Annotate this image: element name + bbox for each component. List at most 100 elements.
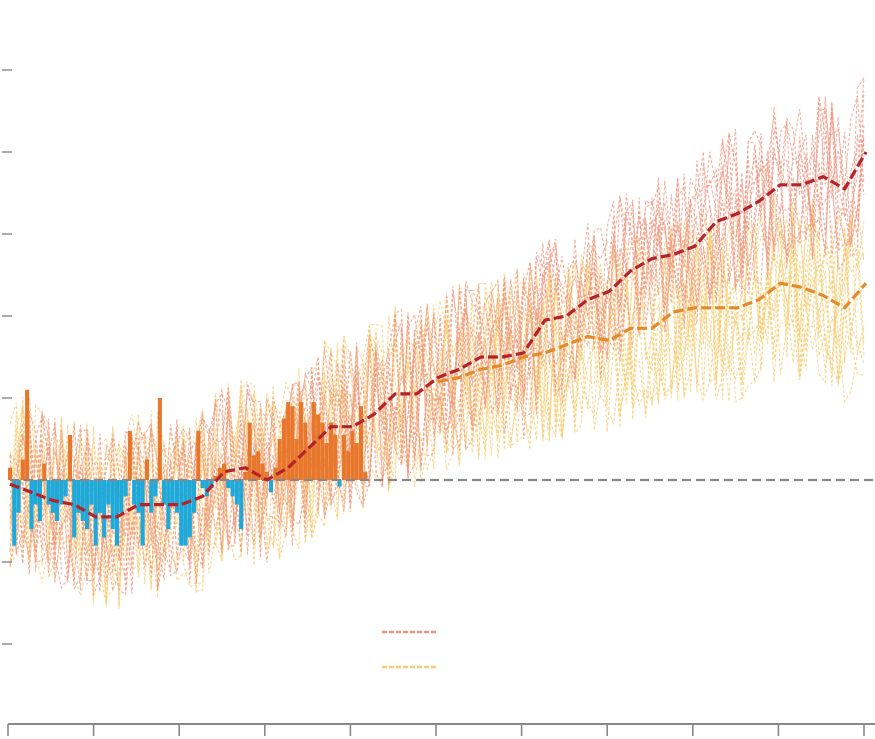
bar-1966 <box>290 406 295 480</box>
y-axis <box>2 69 12 645</box>
bar-1917 <box>80 480 85 521</box>
bar-1928 <box>127 430 132 480</box>
bar-1949 <box>217 467 222 480</box>
low-run-11 <box>9 212 865 600</box>
bar-1927 <box>123 480 128 497</box>
bar-1907 <box>37 480 42 521</box>
low-run-4 <box>9 219 865 606</box>
bar-1905 <box>29 480 34 530</box>
bar-1941 <box>183 480 188 546</box>
bar-1961 <box>269 480 274 493</box>
bar-1946 <box>204 480 209 497</box>
bar-1921 <box>97 480 102 513</box>
bar-1959 <box>260 463 265 480</box>
bar-1957 <box>251 455 256 480</box>
bar-1914 <box>67 434 72 480</box>
bar-1913 <box>63 480 68 497</box>
bar-1934 <box>153 480 158 497</box>
high-run-7 <box>9 108 865 594</box>
bar-1979 <box>346 451 351 480</box>
high-run-6 <box>9 95 865 582</box>
bar-1968 <box>299 402 304 480</box>
bar-1902 <box>16 480 21 513</box>
bar-1918 <box>85 480 90 530</box>
bar-1980 <box>350 430 355 480</box>
bar-1958 <box>256 451 261 480</box>
bar-1929 <box>132 480 137 505</box>
low-run-12 <box>9 197 865 609</box>
bar-1972 <box>316 414 321 480</box>
bar-1900 <box>8 467 13 480</box>
bar-1939 <box>174 480 179 513</box>
bar-1933 <box>149 480 154 513</box>
bar-1936 <box>162 480 167 505</box>
bar-1938 <box>170 480 175 505</box>
high-run-5 <box>9 77 865 590</box>
bar-1977 <box>337 480 342 487</box>
bar-1947 <box>209 480 214 489</box>
high-scenario-runs <box>9 77 865 596</box>
bar-1963 <box>277 439 282 480</box>
bar-1964 <box>281 418 286 480</box>
bar-1906 <box>33 480 38 505</box>
bar-1932 <box>144 459 149 480</box>
bar-1922 <box>102 480 107 538</box>
bar-1976 <box>333 434 338 480</box>
bar-1951 <box>226 480 231 489</box>
bar-1983 <box>363 471 368 480</box>
bar-1931 <box>140 480 145 546</box>
low-run-2 <box>9 218 865 598</box>
bar-1919 <box>89 480 94 505</box>
bar-1973 <box>320 422 325 480</box>
bar-1935 <box>157 398 162 480</box>
high-run-8 <box>9 134 865 592</box>
bar-1967 <box>294 439 299 480</box>
bar-1982 <box>358 406 363 480</box>
bar-1945 <box>200 480 205 489</box>
bar-1956 <box>247 422 252 480</box>
bar-1955 <box>243 471 248 480</box>
bar-1925 <box>115 480 120 546</box>
bar-1970 <box>307 447 312 480</box>
mean-line-high <box>9 151 868 519</box>
legend <box>382 630 438 669</box>
bar-1953 <box>234 480 239 505</box>
bar-1923 <box>106 480 111 505</box>
bar-1974 <box>324 443 329 480</box>
bar-1903 <box>20 459 25 480</box>
high-run-3 <box>9 112 865 582</box>
x-axis <box>7 723 875 736</box>
bar-1908 <box>42 463 47 480</box>
bar-1940 <box>179 480 184 546</box>
bar-1943 <box>192 480 197 513</box>
bar-1965 <box>286 402 291 480</box>
bar-1962 <box>273 467 278 480</box>
bar-1981 <box>354 443 359 480</box>
bar-1942 <box>187 480 192 538</box>
high-run-1 <box>9 104 865 592</box>
bar-1916 <box>76 480 81 513</box>
bar-1915 <box>72 480 77 538</box>
scenario-means <box>9 151 868 519</box>
bar-1950 <box>222 463 227 480</box>
mean-line-low <box>437 281 868 384</box>
bar-1978 <box>341 434 346 480</box>
bar-1912 <box>59 480 64 505</box>
bar-1960 <box>264 471 269 480</box>
bar-1948 <box>213 475 218 480</box>
bar-1944 <box>196 430 201 480</box>
bar-1901 <box>12 480 17 546</box>
high-run-10 <box>9 96 865 596</box>
bar-1904 <box>25 389 30 480</box>
bar-1924 <box>110 480 115 530</box>
bar-1920 <box>93 480 98 546</box>
bar-1926 <box>119 480 124 513</box>
bar-1930 <box>136 480 141 513</box>
bar-1910 <box>50 480 55 513</box>
bar-1975 <box>329 422 334 480</box>
bar-1909 <box>46 480 51 505</box>
low-run-5 <box>9 205 865 607</box>
bar-1954 <box>239 480 244 530</box>
